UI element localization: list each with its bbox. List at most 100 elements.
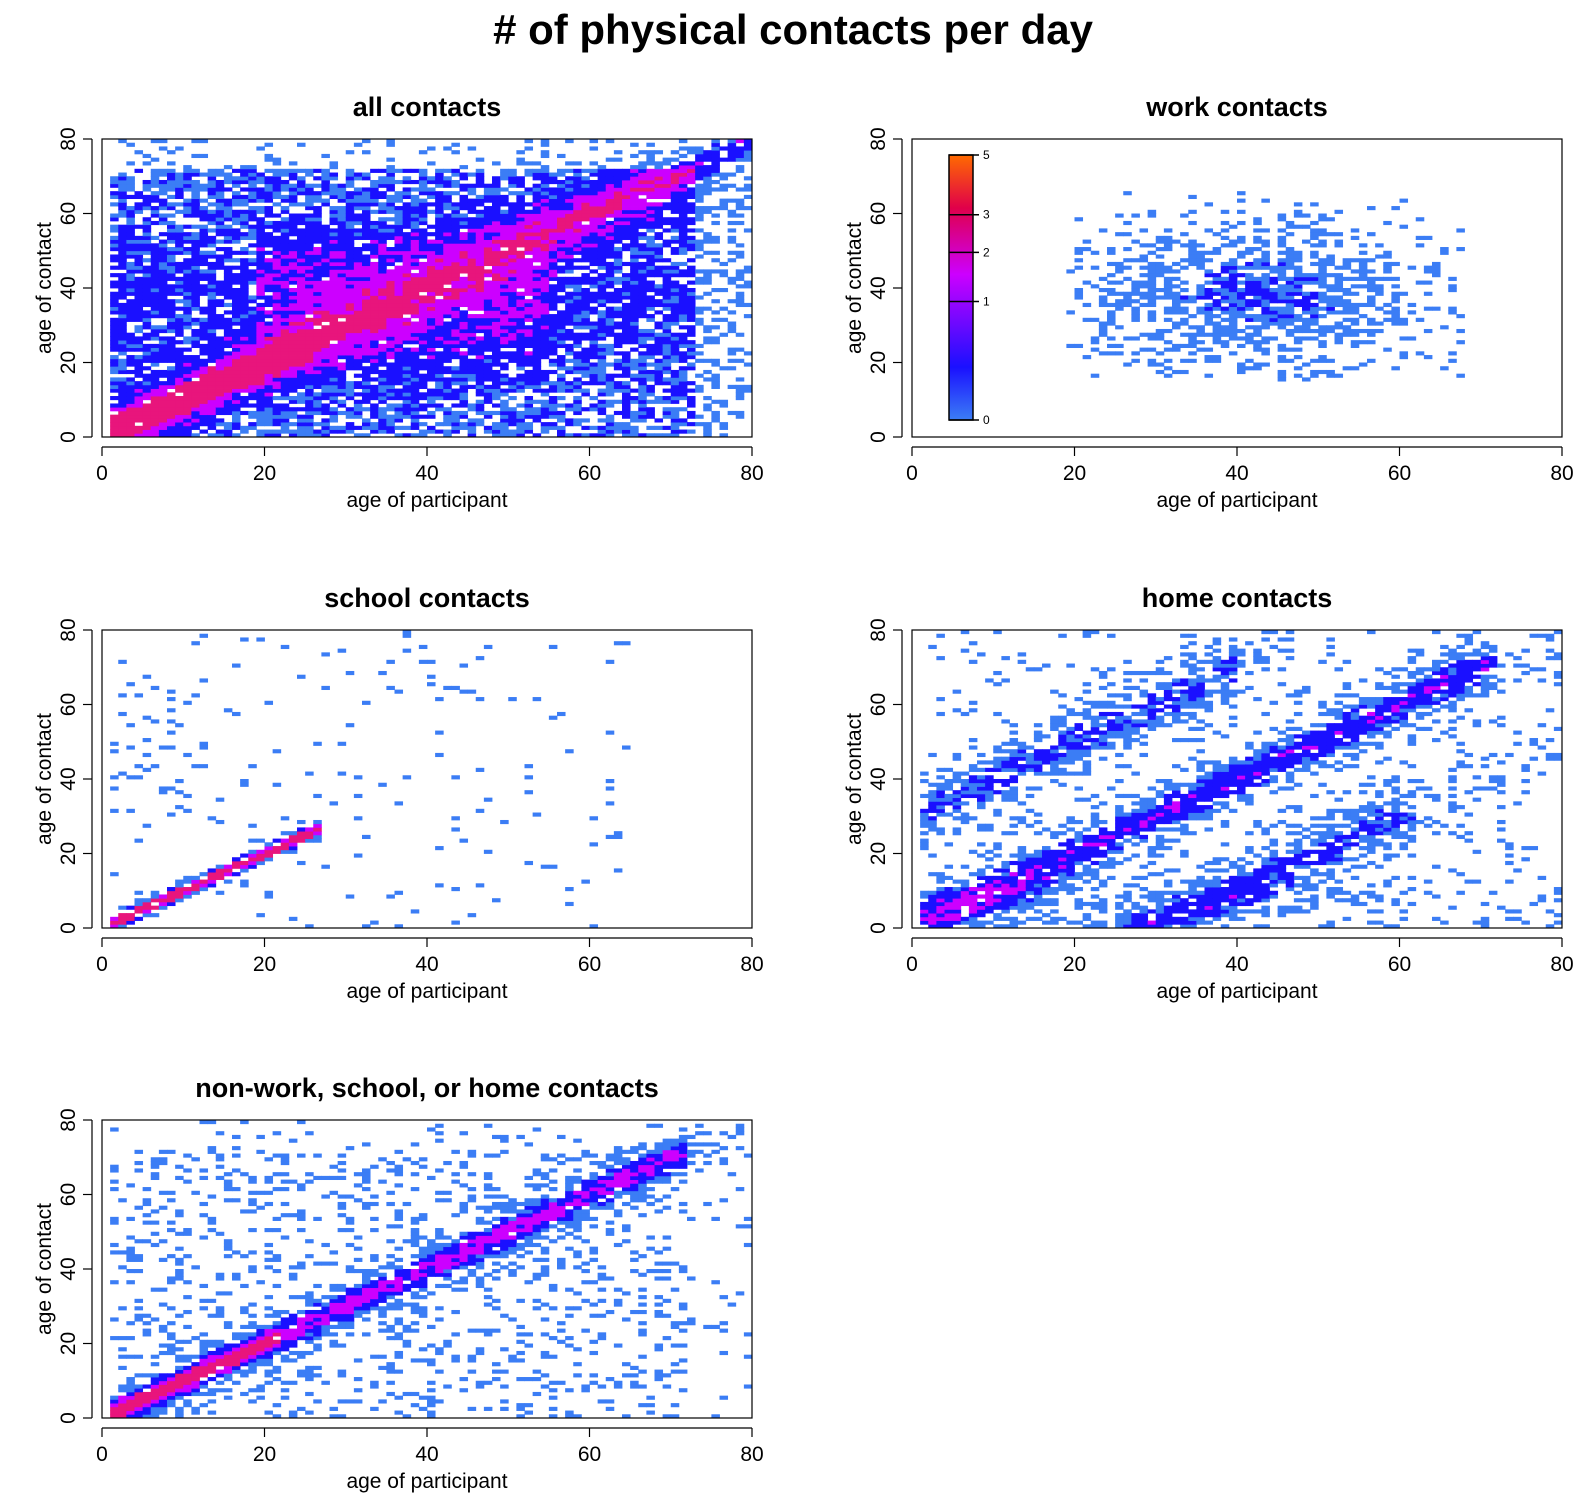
heatmap-cell bbox=[410, 369, 420, 375]
heatmap-cell bbox=[353, 213, 363, 218]
heatmap-cell bbox=[199, 254, 209, 259]
heatmap-cell bbox=[605, 325, 615, 330]
heatmap-cell bbox=[540, 325, 550, 330]
heatmap-cell bbox=[500, 422, 509, 427]
heatmap-cell bbox=[581, 358, 590, 363]
heatmap-cell bbox=[540, 228, 550, 233]
heatmap-cell bbox=[370, 224, 379, 229]
heatmap-cell bbox=[297, 202, 306, 207]
heatmap-cell bbox=[589, 343, 599, 349]
heatmap-cell bbox=[240, 425, 249, 430]
heatmap-cell bbox=[297, 187, 306, 192]
heatmap-cell bbox=[175, 429, 184, 434]
heatmap-cell bbox=[394, 418, 404, 423]
heatmap-cell bbox=[662, 325, 672, 330]
heatmap-cell bbox=[150, 392, 160, 397]
heatmap-cell bbox=[435, 217, 444, 222]
heatmap-cell bbox=[418, 179, 428, 185]
heatmap-cell bbox=[662, 328, 672, 334]
heatmap-cell bbox=[451, 325, 460, 330]
heatmap-cell bbox=[280, 209, 290, 214]
heatmap-cell bbox=[1172, 269, 1181, 274]
heatmap-cell bbox=[727, 157, 737, 162]
heatmap-cell bbox=[492, 202, 501, 207]
heatmap-cell bbox=[134, 362, 144, 367]
heatmap-cell bbox=[516, 217, 525, 222]
heatmap-cell bbox=[199, 321, 209, 326]
heatmap-cell bbox=[402, 194, 412, 200]
heatmap-cell bbox=[370, 280, 379, 285]
heatmap-cell bbox=[158, 384, 168, 389]
heatmap-cell bbox=[410, 224, 420, 229]
heatmap-cell bbox=[394, 328, 404, 334]
heatmap-cell bbox=[711, 157, 720, 162]
heatmap-cell bbox=[134, 247, 144, 252]
heatmap-cell bbox=[1139, 273, 1149, 278]
heatmap-cell bbox=[126, 291, 135, 296]
heatmap-cell bbox=[483, 332, 493, 337]
heatmap-cell bbox=[654, 243, 664, 248]
heatmap-cell bbox=[288, 276, 298, 281]
heatmap-cell bbox=[565, 217, 574, 222]
heatmap-cell bbox=[240, 194, 249, 200]
heatmap-cell bbox=[418, 358, 428, 363]
heatmap-cell bbox=[443, 336, 452, 341]
heatmap-cell bbox=[467, 187, 477, 192]
heatmap-cell bbox=[435, 261, 444, 267]
heatmap-cell bbox=[630, 209, 639, 214]
heatmap-cell bbox=[386, 310, 395, 315]
heatmap-cell bbox=[345, 429, 355, 434]
heatmap-cell bbox=[1107, 250, 1116, 255]
heatmap-cell bbox=[394, 280, 404, 285]
heatmap-cell bbox=[272, 250, 282, 255]
heatmap-cell bbox=[475, 209, 485, 214]
heatmap-cell bbox=[305, 302, 314, 308]
heatmap-cell bbox=[532, 232, 542, 237]
heatmap-cell bbox=[727, 325, 737, 330]
heatmap-cell bbox=[532, 161, 542, 166]
heatmap-cell bbox=[207, 399, 217, 404]
heatmap-cell bbox=[695, 414, 704, 419]
heatmap-cell bbox=[589, 146, 599, 151]
heatmap-cell bbox=[687, 258, 696, 263]
heatmap-cell bbox=[410, 265, 420, 270]
heatmap-cell bbox=[280, 172, 290, 177]
heatmap-cell bbox=[638, 161, 647, 166]
heatmap-cell bbox=[508, 351, 517, 356]
heatmap-cell bbox=[378, 355, 387, 360]
heatmap-cell bbox=[134, 258, 144, 263]
heatmap-cell bbox=[622, 429, 631, 434]
heatmap-cell bbox=[394, 209, 404, 214]
heatmap-cell bbox=[183, 209, 192, 214]
heatmap-cell bbox=[435, 362, 444, 367]
heatmap-cell bbox=[418, 280, 428, 285]
heatmap-cell bbox=[630, 202, 639, 207]
heatmap-cell bbox=[272, 176, 282, 181]
heatmap-cell bbox=[540, 355, 550, 360]
heatmap-cell bbox=[1204, 314, 1214, 319]
heatmap-cell bbox=[158, 396, 168, 401]
heatmap-cell bbox=[638, 265, 647, 270]
heatmap-cell bbox=[492, 176, 501, 181]
heatmap-cell bbox=[483, 288, 493, 293]
heatmap-cell bbox=[297, 336, 306, 341]
heatmap-cell bbox=[467, 351, 477, 356]
heatmap-cell bbox=[378, 194, 387, 200]
heatmap-cell bbox=[662, 228, 672, 233]
heatmap-cell bbox=[353, 403, 363, 408]
heatmap-cell bbox=[662, 317, 672, 322]
heatmap-cell bbox=[589, 232, 599, 237]
heatmap-cell bbox=[646, 224, 655, 229]
heatmap-cell bbox=[126, 254, 135, 259]
heatmap-cell bbox=[443, 258, 452, 263]
y-tick-label: 80 bbox=[57, 127, 80, 150]
heatmap-cell bbox=[613, 224, 623, 229]
heatmap-cell bbox=[687, 381, 696, 386]
heatmap-cell bbox=[548, 351, 558, 356]
heatmap-cell bbox=[297, 392, 306, 397]
heatmap-cell bbox=[1123, 232, 1132, 237]
heatmap-cell bbox=[597, 243, 607, 248]
heatmap-cell bbox=[475, 168, 485, 173]
heatmap-cell bbox=[735, 213, 745, 218]
heatmap-cell bbox=[427, 429, 436, 434]
